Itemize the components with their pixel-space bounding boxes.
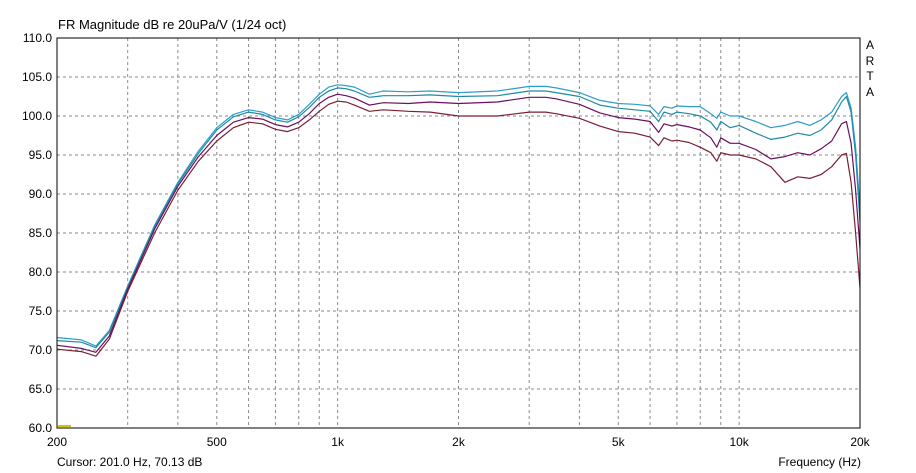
y-tick-label: 105.0: [22, 70, 52, 84]
x-tick-label: 1k: [331, 435, 345, 449]
y-tick-label: 75.0: [29, 304, 53, 318]
y-tick-label: 60.0: [29, 421, 53, 435]
x-tick-label: 200: [47, 435, 67, 449]
plot-frame: [56, 37, 861, 429]
x-tick-label: 500: [207, 435, 227, 449]
x-tick-label: 2k: [452, 435, 466, 449]
x-tick-label: 5k: [612, 435, 626, 449]
grid: [57, 38, 860, 428]
cursor-readout: Cursor: 201.0 Hz, 70.13 dB: [57, 455, 203, 469]
series-layer: [56, 84, 861, 427]
brand-letter: T: [866, 69, 874, 83]
x-tick-label: 10k: [729, 435, 749, 449]
chart-title: FR Magnitude dB re 20uPa/V (1/24 oct): [58, 17, 287, 32]
y-tick-label: 95.0: [29, 148, 53, 162]
arta-brand: A R T A: [863, 38, 877, 100]
series-line: [56, 84, 861, 347]
tick-labels: 60.0 65.0 70.0 75.0 80.0 85.0 90.0 95.0 100.0 105…: [22, 31, 871, 449]
series-line: [56, 100, 861, 357]
axes: [56, 37, 861, 429]
brand-letter: A: [865, 38, 874, 52]
series-line: [56, 93, 861, 353]
brand-letter: A: [865, 84, 874, 99]
y-tick-label: 65.0: [29, 382, 53, 396]
y-tick-label: 70.0: [29, 343, 53, 357]
x-tick-label: 20k: [850, 435, 870, 449]
y-tick-label: 110.0: [23, 31, 52, 45]
x-axis-label: Frequency (Hz): [778, 455, 861, 469]
y-tick-label: 80.0: [29, 265, 53, 279]
y-tick-label: 100.0: [22, 109, 52, 123]
series-line: [56, 87, 861, 349]
y-tick-label: 85.0: [29, 226, 53, 240]
brand-letter: R: [865, 53, 875, 68]
y-tick-label: 90.0: [29, 187, 53, 201]
